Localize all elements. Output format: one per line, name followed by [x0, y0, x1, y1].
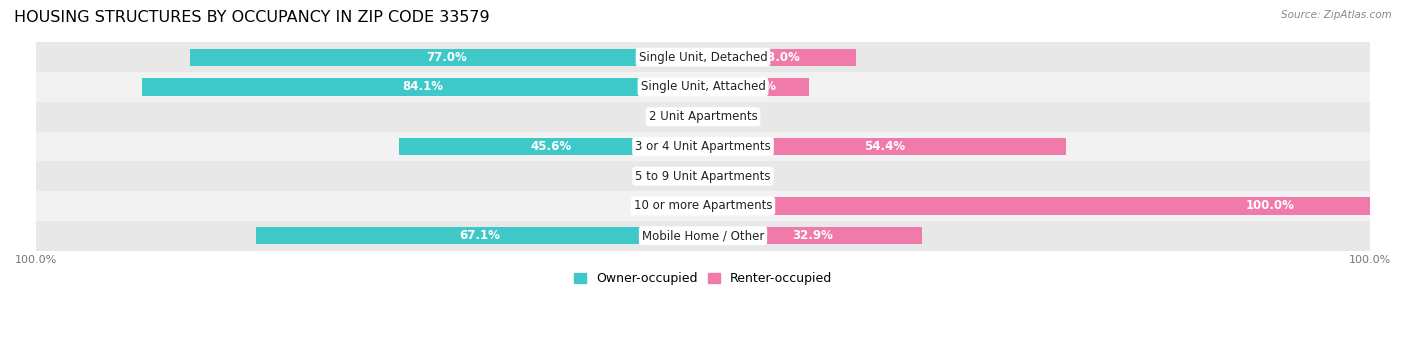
- Bar: [37, 221, 1369, 251]
- Text: 84.1%: 84.1%: [402, 80, 443, 93]
- Bar: [190, 48, 703, 66]
- Text: 2 Unit Apartments: 2 Unit Apartments: [648, 110, 758, 123]
- Text: 23.0%: 23.0%: [759, 51, 800, 64]
- Bar: [703, 167, 723, 185]
- Text: 45.6%: 45.6%: [530, 140, 571, 153]
- Bar: [256, 227, 703, 244]
- Text: 67.1%: 67.1%: [458, 229, 499, 242]
- Bar: [703, 48, 856, 66]
- Text: 0.0%: 0.0%: [647, 110, 676, 123]
- Bar: [703, 108, 723, 125]
- Bar: [703, 197, 1369, 214]
- Legend: Owner-occupied, Renter-occupied: Owner-occupied, Renter-occupied: [568, 267, 838, 290]
- Bar: [37, 191, 1369, 221]
- Bar: [37, 132, 1369, 161]
- Text: 100.0%: 100.0%: [1246, 199, 1295, 212]
- Text: 0.0%: 0.0%: [730, 170, 759, 183]
- Text: 0.0%: 0.0%: [647, 199, 676, 212]
- Bar: [37, 102, 1369, 132]
- Text: 77.0%: 77.0%: [426, 51, 467, 64]
- Bar: [399, 138, 703, 155]
- Text: HOUSING STRUCTURES BY OCCUPANCY IN ZIP CODE 33579: HOUSING STRUCTURES BY OCCUPANCY IN ZIP C…: [14, 10, 489, 25]
- Bar: [37, 42, 1369, 72]
- Text: Mobile Home / Other: Mobile Home / Other: [641, 229, 765, 242]
- Bar: [142, 78, 703, 95]
- Bar: [683, 108, 703, 125]
- Text: 32.9%: 32.9%: [792, 229, 834, 242]
- Text: 0.0%: 0.0%: [647, 170, 676, 183]
- Bar: [37, 72, 1369, 102]
- Bar: [703, 78, 808, 95]
- Text: Source: ZipAtlas.com: Source: ZipAtlas.com: [1281, 10, 1392, 20]
- Text: 10 or more Apartments: 10 or more Apartments: [634, 199, 772, 212]
- Bar: [703, 138, 1066, 155]
- Text: Single Unit, Detached: Single Unit, Detached: [638, 51, 768, 64]
- Bar: [37, 161, 1369, 191]
- Text: 5 to 9 Unit Apartments: 5 to 9 Unit Apartments: [636, 170, 770, 183]
- Bar: [703, 227, 922, 244]
- Text: Single Unit, Attached: Single Unit, Attached: [641, 80, 765, 93]
- Text: 0.0%: 0.0%: [730, 110, 759, 123]
- Text: 54.4%: 54.4%: [863, 140, 905, 153]
- Text: 15.9%: 15.9%: [735, 80, 776, 93]
- Text: 3 or 4 Unit Apartments: 3 or 4 Unit Apartments: [636, 140, 770, 153]
- Bar: [683, 167, 703, 185]
- Bar: [683, 197, 703, 214]
